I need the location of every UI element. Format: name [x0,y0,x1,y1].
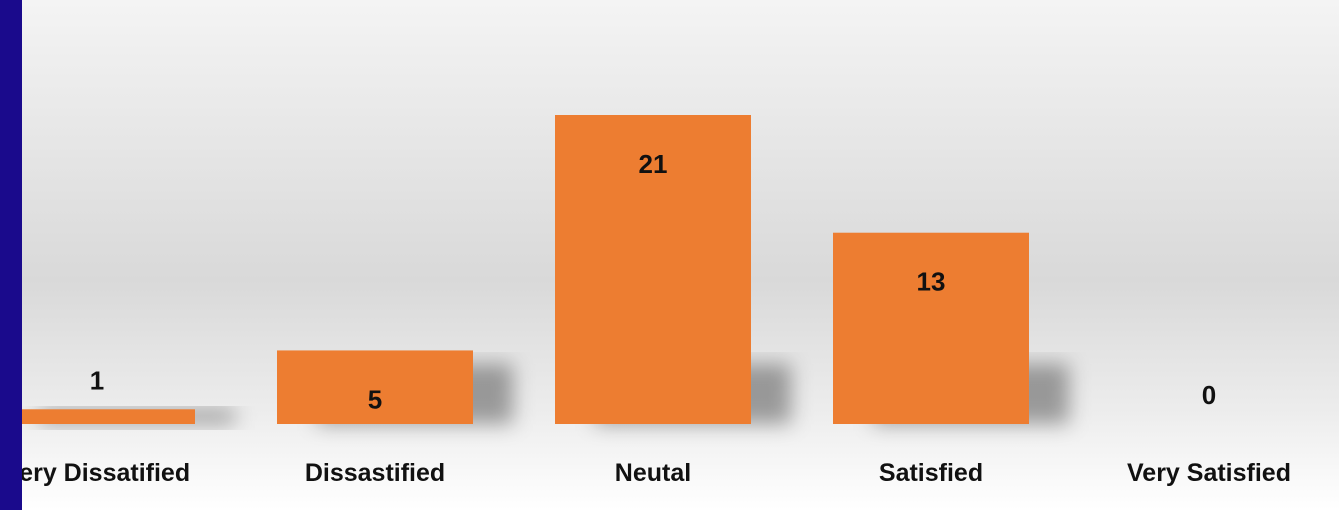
category-label: Dissastified [305,459,445,487]
bar [277,350,473,424]
data-label: 5 [368,384,382,414]
data-label: 0 [1202,380,1216,410]
data-label: 13 [917,267,946,297]
bar-chart: 1 Very Dissatified 5 Dissastified 21 Neutal 13… [22,115,1291,487]
left-accent-bar [0,0,22,510]
category-label: Satisfied [879,459,983,487]
category-label: Very Satisfied [1127,459,1291,487]
category-label: Very Dissatified [22,459,190,487]
data-label: 21 [639,149,668,179]
chart-area: 1 Very Dissatified 5 Dissastified 21 Neutal 13… [22,0,1339,510]
bar [555,115,751,424]
data-label: 1 [90,365,104,395]
category-label: Neutal [615,459,691,487]
bar [22,409,195,424]
bar [833,232,1029,424]
